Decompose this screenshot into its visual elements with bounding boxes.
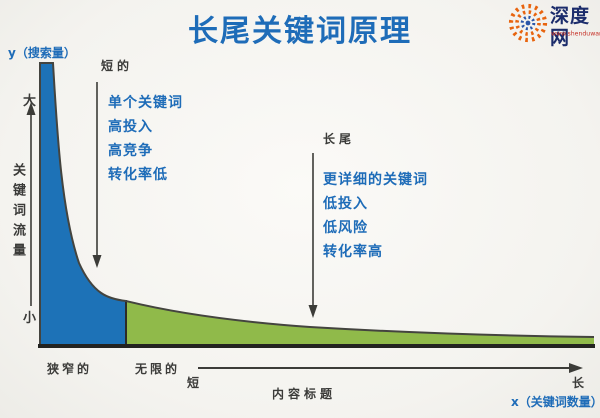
curve-head-area xyxy=(40,63,126,346)
infinite-range-label: 无限的 xyxy=(135,362,181,376)
brand-logo: 深度网 www.shenduwang.com xyxy=(506,1,600,49)
tail-annotation-line: 低投入 xyxy=(323,196,368,212)
y-axis-up-arrow-icon xyxy=(26,102,36,115)
tail-down-arrow-icon xyxy=(308,305,318,318)
curve-outline xyxy=(39,62,595,346)
tail-annotation-line: 转化率高 xyxy=(323,244,383,260)
logo-website-url: www.shenduwang.com xyxy=(551,30,600,38)
y-axis-label: y（搜索量） xyxy=(8,46,76,60)
head-annotation-line: 转化率低 xyxy=(108,167,168,183)
x-axis-label: x（关键词数量） xyxy=(511,395,600,409)
y-axis-vertical-caption: 关键词流量 xyxy=(10,163,25,263)
head-annotation-line: 高投入 xyxy=(108,119,153,135)
head-annotation-label: 短的 xyxy=(101,59,134,73)
short-end-label: 短 xyxy=(187,376,200,390)
curve-tail-area xyxy=(126,301,594,346)
head-annotation-line: 单个关键词 xyxy=(108,95,183,111)
content-title-axis-label: 内容标题 xyxy=(272,387,337,401)
tail-annotation-list: 更详细的关键词 低投入 低风险 转化率高 xyxy=(323,168,428,264)
tail-annotation-line: 更详细的关键词 xyxy=(323,172,428,188)
y-axis-min-label: 小 xyxy=(23,311,37,326)
narrow-range-label: 狭窄的 xyxy=(47,362,93,376)
head-annotation-line: 高竞争 xyxy=(108,143,153,159)
y-axis-max-label: 大 xyxy=(23,94,37,109)
tail-annotation-label: 长尾 xyxy=(323,132,356,146)
logo-dotted-globe-icon xyxy=(508,3,548,43)
head-down-arrow-icon xyxy=(92,255,102,268)
long-end-label: 长 xyxy=(572,376,585,390)
head-annotation-list: 单个关键词 高投入 高竞争 转化率低 xyxy=(108,91,183,187)
right-arrow-icon xyxy=(569,363,583,373)
logo-brand-name: 深度网 xyxy=(550,5,591,49)
tail-annotation-line: 低风险 xyxy=(323,220,368,236)
